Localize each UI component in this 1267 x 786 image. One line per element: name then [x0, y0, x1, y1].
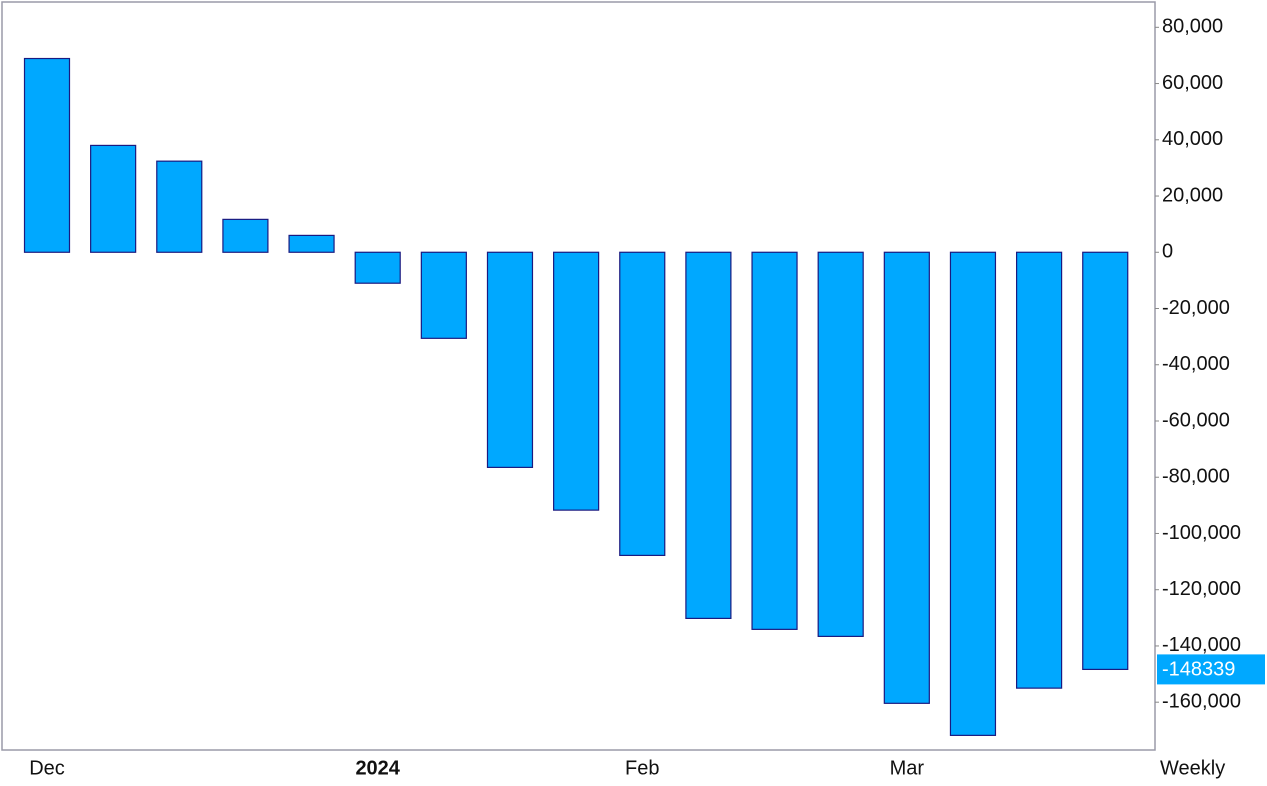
x-tick-label: Mar — [890, 757, 925, 779]
y-tick-label: -60,000 — [1162, 409, 1230, 431]
bar — [619, 251, 666, 557]
bar — [354, 251, 401, 284]
bar — [23, 57, 71, 253]
bar — [817, 251, 864, 637]
y-tick-label: -140,000 — [1162, 634, 1241, 656]
bar — [685, 251, 732, 619]
period-label: Weekly — [1160, 757, 1225, 779]
y-tick-label: 60,000 — [1162, 72, 1223, 94]
y-tick-label: 80,000 — [1162, 16, 1223, 38]
x-tick-label: Feb — [625, 757, 659, 779]
bar — [90, 144, 137, 253]
bar — [288, 234, 335, 253]
x-tick-label: Dec — [29, 757, 65, 779]
y-tick-label: -20,000 — [1162, 297, 1230, 319]
last-value-box — [1157, 654, 1265, 685]
last-value-label: -148339 — [1162, 659, 1235, 681]
bar — [949, 251, 997, 736]
y-tick-label: -40,000 — [1162, 353, 1230, 375]
y-tick-label: -80,000 — [1162, 466, 1230, 488]
bar — [222, 218, 269, 253]
y-tick-label: 40,000 — [1162, 128, 1223, 150]
bar — [751, 251, 798, 630]
y-tick-label: -160,000 — [1162, 690, 1241, 712]
y-tick-label: -100,000 — [1162, 522, 1241, 544]
x-tick-label: 2024 — [355, 757, 400, 779]
y-tick-label: 0 — [1162, 241, 1173, 263]
bar — [486, 251, 534, 468]
y-tick-label: 20,000 — [1162, 184, 1223, 206]
bar — [883, 251, 930, 704]
bar — [156, 160, 203, 253]
y-tick-label: -120,000 — [1162, 578, 1241, 600]
bar — [1015, 251, 1063, 689]
bar — [1082, 251, 1129, 671]
bar — [420, 251, 467, 339]
bar — [553, 251, 600, 511]
